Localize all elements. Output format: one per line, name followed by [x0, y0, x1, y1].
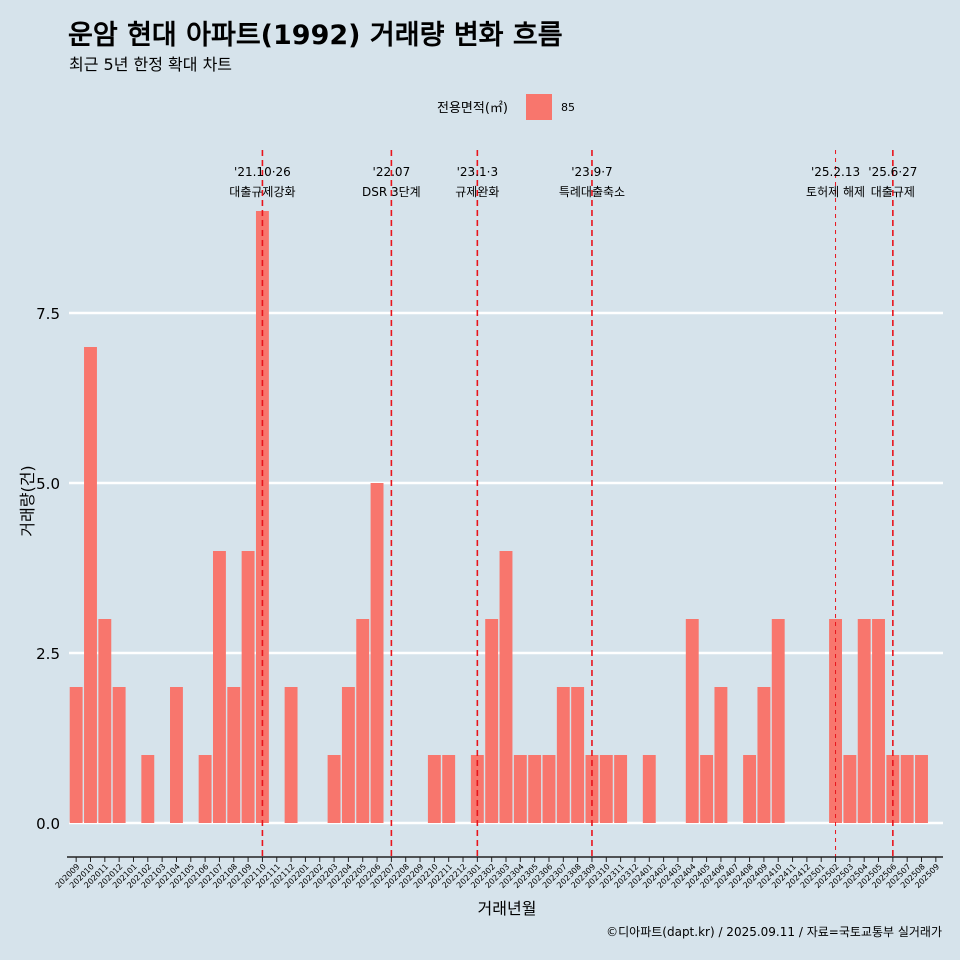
bar-202107 [212, 551, 226, 823]
y-tick-label: 5.0 [36, 475, 60, 493]
bar-202009 [69, 687, 83, 823]
bar-202301 [470, 755, 484, 823]
legend-label-85: 85 [561, 101, 575, 114]
event-label: DSR 3단계 [362, 185, 421, 199]
legend: 전용면적(㎡) 85 [437, 94, 575, 120]
bar-202404 [685, 619, 699, 823]
event-date: '21.10·26 [234, 165, 291, 179]
bar-202108 [227, 687, 241, 823]
event-label: 특례대출축소 [559, 185, 625, 199]
bar-202304 [513, 755, 527, 823]
bar-202211 [442, 755, 456, 823]
event-label: 대출규제 [871, 185, 915, 199]
event-date: '25.6·27 [868, 165, 917, 179]
bar-202303 [499, 551, 513, 823]
bar-202306 [542, 755, 556, 823]
bar-202102 [141, 755, 155, 823]
chart-subtitle: 최근 5년 한정 확대 차트 [69, 55, 232, 74]
bar-202203 [327, 755, 341, 823]
event-date: '25.2.13 [811, 165, 860, 179]
bar-202506 [886, 755, 900, 823]
event-date: '22.07 [373, 165, 411, 179]
bar-202110 [255, 211, 269, 823]
axes: 2020092020102020112020122021012021022021… [54, 856, 943, 890]
bar-202109 [241, 551, 255, 823]
bar-202508 [915, 755, 928, 823]
bar-202405 [700, 755, 714, 823]
legend-title: 전용면적(㎡) [437, 101, 508, 116]
bar-202302 [485, 619, 499, 823]
event-lines: '21.10·26 대출규제강화 '22.07 DSR 3단계 '23.1·3 규제완화 '… [229, 150, 917, 857]
bar-202205 [356, 619, 370, 823]
bars [69, 211, 928, 823]
bar-202408 [743, 755, 757, 823]
bar-202104 [170, 687, 183, 823]
bar-202112 [284, 687, 298, 823]
chart-title: 운암 현대 아파트(1992) 거래량 변화 흐름 [68, 20, 563, 51]
y-axis-title: 거래량(건) [18, 465, 37, 536]
caption: ©디아파트(dapt.kr) / 2025.09.11 / 자료=국토교통부 실… [606, 925, 942, 939]
bar-202505 [872, 619, 885, 823]
bar-202311 [614, 755, 628, 823]
bar-202504 [857, 619, 871, 823]
event-label: 대출규제강화 [229, 185, 295, 199]
y-tick-label: 2.5 [36, 645, 60, 663]
bar-202011 [98, 619, 112, 823]
bar-202401 [642, 755, 656, 823]
event-label: 토허제 해제 [806, 185, 865, 199]
x-axis-title: 거래년월 [478, 899, 537, 918]
bar-202406 [714, 687, 728, 823]
bar-202210 [427, 755, 441, 823]
bar-202010 [84, 347, 97, 823]
bar-202305 [528, 755, 542, 823]
bar-202309 [585, 755, 599, 823]
bar-202204 [341, 687, 355, 823]
bar-202307 [556, 687, 570, 823]
legend-swatch-85 [526, 94, 552, 120]
event-date: '23.1·3 [457, 165, 498, 179]
bar-202503 [843, 755, 857, 823]
event-date: '23.9·7 [571, 165, 612, 179]
bar-202012 [112, 687, 126, 823]
bar-202409 [757, 687, 771, 823]
bar-202310 [599, 755, 613, 823]
y-tick-label: 0.0 [36, 815, 60, 833]
bar-202106 [198, 755, 212, 823]
bar-202507 [900, 755, 914, 823]
event-label: 규제완화 [455, 185, 499, 199]
y-tick-label: 7.5 [36, 305, 60, 323]
bar-202410 [771, 619, 785, 823]
bar-202206 [370, 483, 384, 823]
bar-202308 [571, 687, 585, 823]
